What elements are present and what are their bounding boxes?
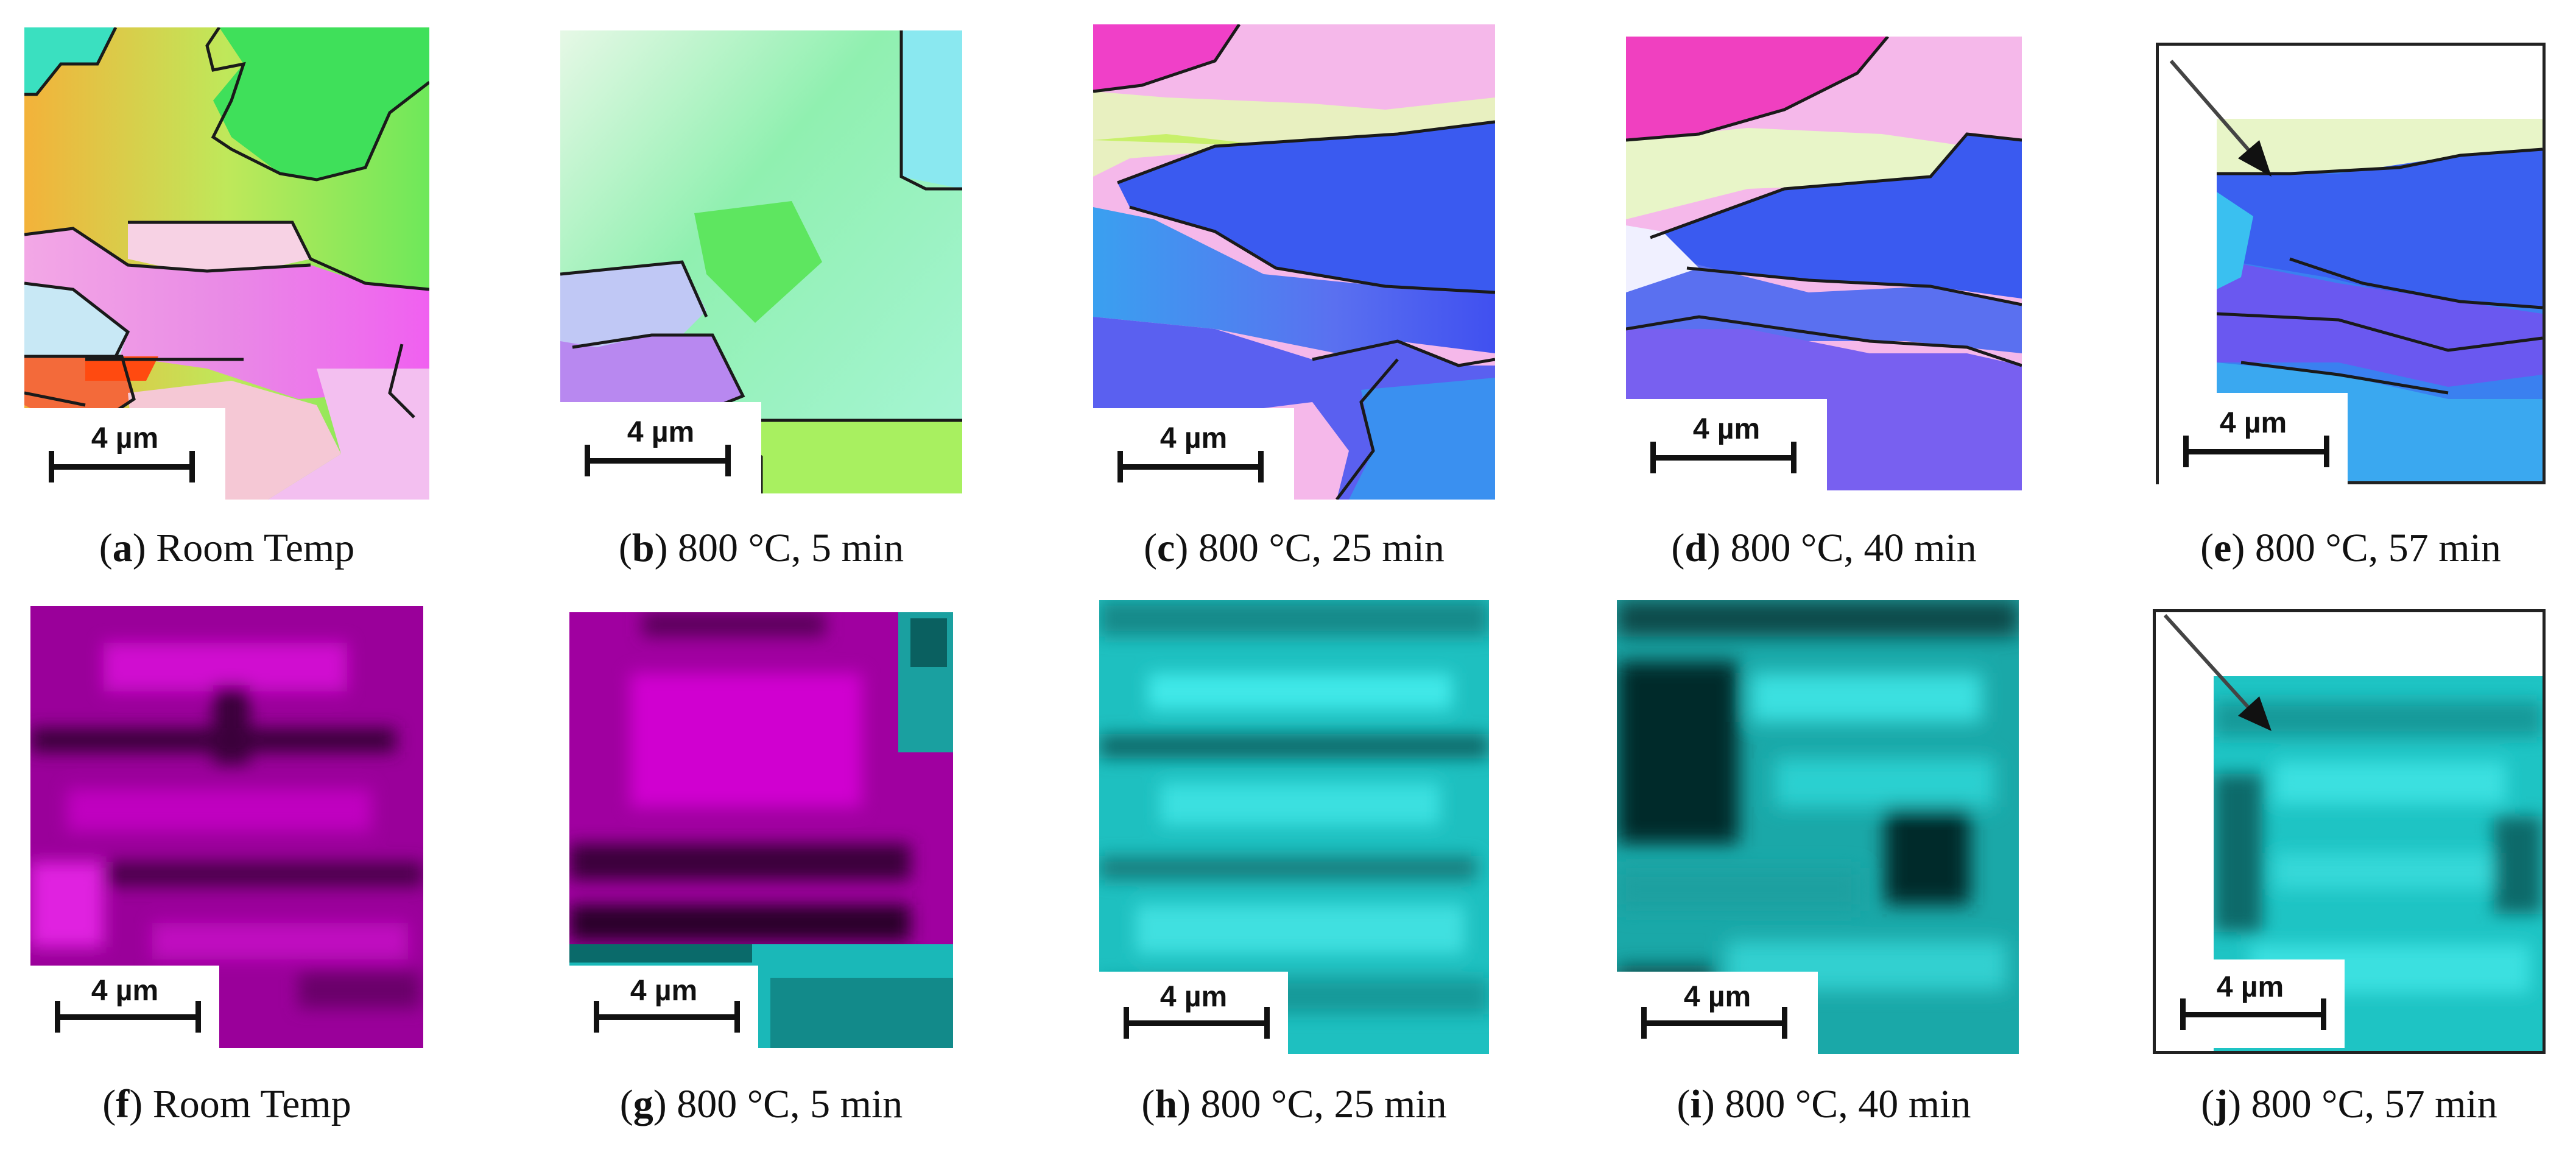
arrow-icon <box>2163 613 2272 731</box>
ipf-map-c: 4 µm <box>1093 24 1495 500</box>
scale-label: 4 µm <box>630 975 698 1007</box>
ipf-map-a: 4 µm <box>24 27 429 500</box>
caption-b: (b) 800 °C, 5 min <box>618 526 904 570</box>
scale-bar-g: 4 µm <box>569 966 758 1048</box>
phase-map-f: 4 µm <box>30 606 423 1048</box>
scale-label: 4 µm <box>1160 422 1228 454</box>
phase-map-h: 4 µm <box>1099 600 1489 1054</box>
frame-j <box>2153 609 2546 1054</box>
frame-e <box>2156 43 2546 484</box>
scale-bar-i: 4 µm <box>1617 972 1818 1054</box>
scale-bar-c: 4 µm <box>1093 408 1294 500</box>
scale-bar-j: 4 µm <box>2156 959 2345 1048</box>
scale-bar-a: 4 µm <box>24 408 225 500</box>
scale-label: 4 µm <box>1160 981 1228 1013</box>
arrow-icon <box>2169 60 2272 177</box>
caption-a: (a) Room Temp <box>99 526 355 570</box>
caption-d: (d) 800 °C, 40 min <box>1671 526 1977 570</box>
caption-h: (h) 800 °C, 25 min <box>1141 1082 1447 1126</box>
scale-label: 4 µm <box>91 975 159 1007</box>
ipf-map-d: 4 µm <box>1626 37 2022 490</box>
scale-label: 4 µm <box>91 422 159 454</box>
scale-label: 4 µm <box>627 416 695 448</box>
caption-i: (i) 800 °C, 40 min <box>1677 1082 1971 1126</box>
phase-map-g: 4 µm <box>569 612 953 1048</box>
caption-j: (j) 800 °C, 57 min <box>2201 1082 2497 1126</box>
caption-c: (c) 800 °C, 25 min <box>1144 526 1445 570</box>
caption-g: (g) 800 °C, 5 min <box>619 1082 903 1126</box>
ipf-map-b: 4 µm <box>560 30 962 493</box>
scale-label: 4 µm <box>2219 407 2287 439</box>
scale-label: 4 µm <box>2216 971 2284 1003</box>
scale-bar-e: 4 µm <box>2159 393 2348 484</box>
caption-e: (e) 800 °C, 57 min <box>2200 526 2501 570</box>
scale-bar-d: 4 µm <box>1626 399 1827 490</box>
scale-label: 4 µm <box>1692 413 1761 445</box>
scale-label: 4 µm <box>1683 981 1751 1013</box>
caption-f: (f) Room Temp <box>102 1082 351 1126</box>
scale-bar-b: 4 µm <box>560 402 761 493</box>
phase-map-i: 4 µm <box>1617 600 2019 1054</box>
scale-bar-f: 4 µm <box>30 966 219 1048</box>
scale-bar-h: 4 µm <box>1099 972 1288 1054</box>
